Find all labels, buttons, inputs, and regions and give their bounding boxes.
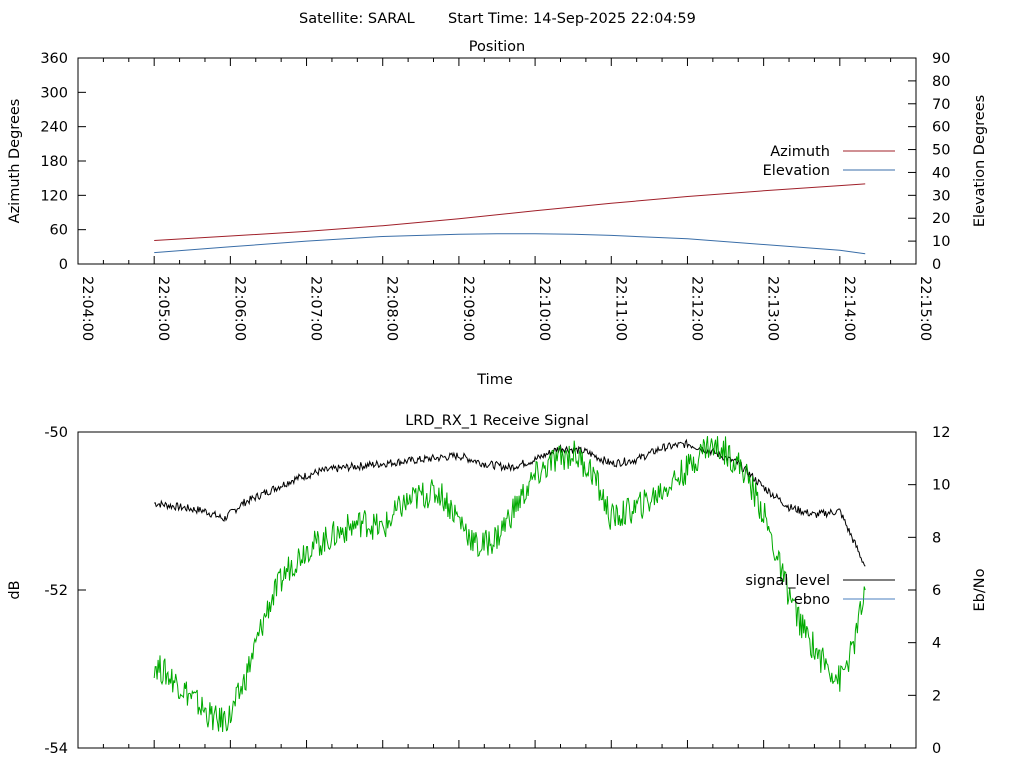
receive-y-tick-label: -50 (44, 425, 68, 441)
position-series-elevation (154, 233, 866, 255)
position-y-tick-label: 180 (40, 154, 68, 170)
receive-y2-tick-label: 4 (932, 636, 941, 652)
position-y2-tick-label: 20 (932, 211, 950, 227)
position-x-tick-label: 22:13:00 (765, 276, 781, 341)
start-time-label: Start Time: 14-Sep-2025 22:04:59 (448, 11, 696, 27)
position-plot-frame (77, 57, 917, 265)
position-x-axis-label: Time (476, 372, 513, 388)
position-x-tick-label: 22:10:00 (536, 276, 552, 341)
position-y-tick-label: 300 (40, 85, 68, 101)
position-x-tick-label: 22:14:00 (841, 276, 857, 341)
position-x-tick-label: 22:12:00 (688, 276, 704, 341)
receive-y2-tick-label: 10 (932, 478, 950, 494)
receive-legend-label-ebno: ebno (794, 592, 830, 608)
position-y2-tick-label: 40 (932, 165, 950, 181)
position-y2-tick-label: 80 (932, 74, 950, 90)
position-y2-tick-label: 90 (932, 51, 950, 67)
position-y2-tick-label: 10 (932, 234, 950, 250)
position-series-azimuth (154, 183, 866, 241)
receive-y2-tick-label: 0 (932, 741, 941, 757)
position-y2-tick-label: 50 (932, 143, 950, 159)
position-y-tick-label: 60 (50, 223, 68, 239)
receive-legend-label-signal-level: signal_level (745, 573, 830, 589)
receive-y2-axis-label: Eb/No (972, 568, 988, 611)
position-y-tick-label: 360 (40, 51, 68, 67)
position-x-tick-label: 22:11:00 (612, 276, 628, 341)
position-y2-tick-label: 0 (932, 257, 941, 273)
position-y2-tick-label: 60 (932, 120, 950, 136)
position-legend-label-elevation: Elevation (763, 163, 830, 179)
receive-series-ebno (153, 436, 866, 733)
receive-y2-tick-label: 2 (932, 688, 941, 704)
position-x-tick-label: 22:08:00 (384, 276, 400, 341)
receive-title: LRD_RX_1 Receive Signal (405, 413, 589, 429)
receive-y-tick-label: -54 (44, 741, 68, 757)
receive-y-axis-label: dB (7, 580, 23, 599)
position-y-tick-label: 120 (40, 188, 68, 204)
position-y-tick-label: 240 (40, 120, 68, 136)
receive-y2-tick-label: 8 (932, 530, 941, 546)
receive-y-tick-label: -52 (44, 583, 68, 599)
position-x-tick-label: 22:06:00 (231, 276, 247, 341)
position-y2-axis-label: Elevation Degrees (972, 95, 988, 227)
position-y2-tick-label: 30 (932, 188, 950, 204)
position-x-tick-label: 22:09:00 (460, 276, 476, 341)
position-x-tick-label: 22:04:00 (79, 276, 95, 341)
position-y2-tick-label: 70 (932, 97, 950, 113)
position-x-tick-label: 22:07:00 (308, 276, 324, 341)
satellite-label: Satellite: SARAL (299, 11, 415, 27)
position-title: Position (469, 39, 525, 55)
receive-y2-tick-label: 12 (932, 425, 950, 441)
position-y-axis-label: Azimuth Degrees (7, 99, 23, 224)
position-y-tick-label: 0 (59, 257, 68, 273)
position-legend-label-azimuth: Azimuth (770, 144, 830, 160)
position-chart: Position 0 60 120 180 240 300 360 0 10 20 30 40 50 60 7… (7, 39, 988, 388)
receive-chart: LRD_RX_1 Receive Signal -54 -52 -50 0 2 4 6 8 10 1… (7, 413, 988, 757)
receive-y2-tick-label: 6 (932, 583, 941, 599)
position-x-tick-label: 22:05:00 (155, 276, 171, 341)
position-x-tick-label: 22:15:00 (917, 276, 933, 341)
